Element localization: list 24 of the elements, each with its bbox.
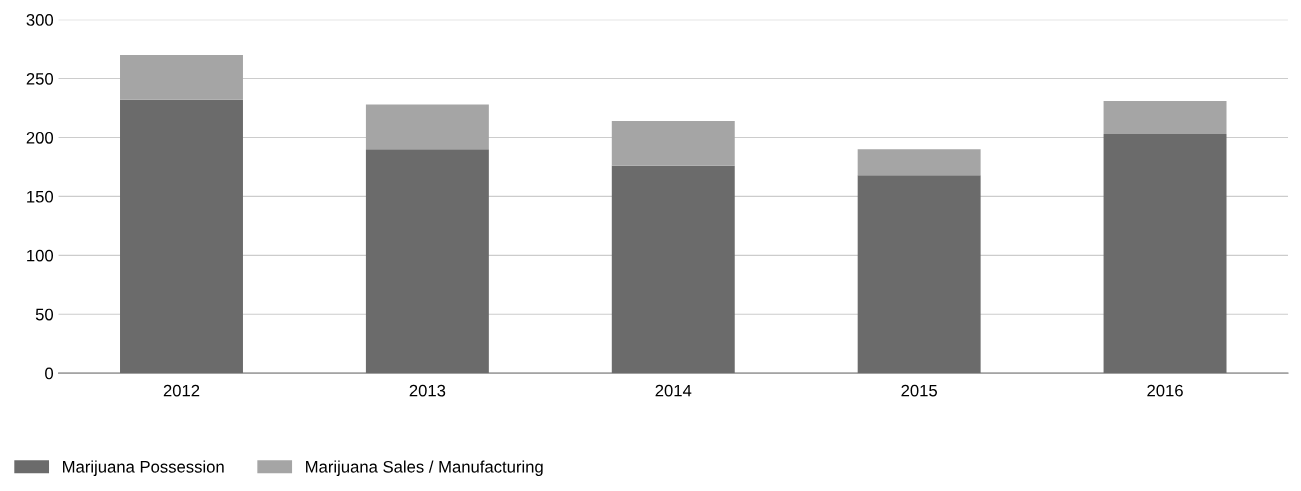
y-tick-label: 150 bbox=[27, 190, 54, 203]
x-tick-label: 2015 bbox=[901, 384, 937, 397]
bar bbox=[120, 99, 243, 374]
bar bbox=[611, 120, 735, 166]
bar bbox=[857, 175, 981, 374]
bar bbox=[120, 54, 243, 100]
bar bbox=[365, 104, 489, 150]
y-tick-label: 50 bbox=[35, 308, 54, 321]
x-tick-label: 2016 bbox=[1147, 384, 1183, 397]
bar bbox=[611, 165, 735, 374]
bar bbox=[365, 149, 489, 374]
y-tick-label: 100 bbox=[27, 249, 54, 262]
y-tick-label: 300 bbox=[26, 14, 54, 26]
x-tick-label: 2013 bbox=[409, 384, 446, 397]
bar bbox=[1103, 133, 1227, 374]
y-tick-label: 0 bbox=[45, 367, 54, 380]
bar bbox=[1103, 100, 1227, 134]
y-tick-label: 250 bbox=[26, 72, 54, 85]
legend-label: Marijuana Sales / Manufacturing bbox=[306, 460, 543, 476]
legend-label: Marijuana Possession bbox=[63, 460, 224, 476]
bar bbox=[857, 149, 981, 176]
x-tick-label: 2014 bbox=[655, 384, 692, 397]
y-tick-label: 200 bbox=[26, 131, 54, 144]
x-tick-label: 2012 bbox=[163, 384, 200, 397]
